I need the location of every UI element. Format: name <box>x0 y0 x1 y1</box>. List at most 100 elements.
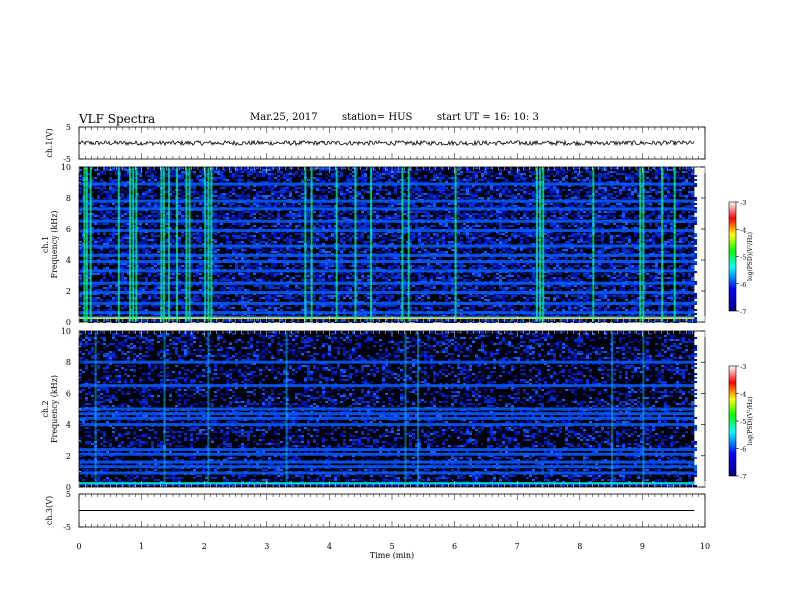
frequency-band <box>79 253 695 257</box>
spike-burst <box>167 167 170 322</box>
spike-burst <box>539 167 542 322</box>
frequency-band <box>79 260 695 264</box>
spike-burst <box>639 167 642 322</box>
frequency-band <box>79 291 695 295</box>
spike-burst <box>417 331 420 487</box>
x-tick-label: 4 <box>327 542 332 551</box>
station-label: station= HUS <box>342 112 413 123</box>
y-tick-label: 4 <box>66 421 71 430</box>
y-tick-label: 0 <box>66 318 71 327</box>
colorbar-tick-label: -6 <box>740 281 746 289</box>
frequency-band <box>79 423 695 427</box>
y-tick-label: 10 <box>61 163 71 172</box>
spike-burst <box>642 331 645 487</box>
frequency-band <box>79 465 695 469</box>
y-tick-label: -5 <box>63 155 71 164</box>
spike-burst <box>162 167 165 322</box>
colorbar-tick-label: -3 <box>740 199 746 207</box>
frequency-band <box>79 460 695 464</box>
spike-burst <box>454 167 457 322</box>
y-tick-label: 8 <box>66 358 71 367</box>
frequency-band <box>79 269 695 273</box>
y-axis-label: ch.1 <box>41 236 50 253</box>
x-tick-label: 9 <box>640 542 645 551</box>
spike-burst <box>85 167 88 322</box>
x-tick-label: 2 <box>202 542 207 551</box>
x-tick-label: 8 <box>577 542 582 551</box>
spike-burst <box>285 331 288 487</box>
x-tick-label: 5 <box>389 542 394 551</box>
x-tick-label: 10 <box>700 542 710 551</box>
spike-burst <box>89 167 92 322</box>
spike-burst <box>542 167 545 322</box>
spike-burst <box>207 331 210 487</box>
y-axis-label: Frequency (kHz) <box>50 210 59 278</box>
x-tick-label: 6 <box>452 542 457 551</box>
frequency-band <box>79 482 695 484</box>
spike-burst <box>207 167 210 322</box>
spike-burst <box>160 167 163 322</box>
y-axis-label: ch.3(V) <box>45 496 54 525</box>
y-tick-label: 10 <box>61 327 71 336</box>
frequency-band <box>79 412 695 416</box>
y-tick-label: 2 <box>66 452 71 461</box>
frequency-band <box>79 360 695 364</box>
y-tick-label: 5 <box>66 123 71 132</box>
spike-burst <box>673 167 676 322</box>
x-tick-label: 0 <box>76 542 81 551</box>
spike-burst <box>210 167 213 322</box>
frequency-band <box>79 384 695 388</box>
spike-burst <box>611 331 614 487</box>
frequency-band <box>79 219 695 223</box>
spike-burst <box>370 167 373 322</box>
spectrogram-noise <box>79 331 697 487</box>
spike-burst <box>304 167 307 322</box>
frequency-band <box>79 244 695 248</box>
spike-burst <box>94 331 97 487</box>
spike-burst <box>135 167 138 322</box>
spike-burst <box>163 331 166 487</box>
spike-burst <box>592 167 595 322</box>
frequency-band <box>79 448 695 452</box>
frequency-band <box>79 229 695 233</box>
frequency-band <box>79 416 695 420</box>
colorbar-tick-label: -5 <box>740 418 746 426</box>
spike-burst <box>117 167 120 322</box>
start-time-label: start UT = 16: 10: 3 <box>437 112 539 123</box>
frequency-band <box>79 482 695 486</box>
frequency-band <box>79 452 695 456</box>
spike-burst <box>642 167 645 322</box>
colorbar-tick-label: -3 <box>740 363 746 371</box>
y-tick-label: 8 <box>66 194 71 203</box>
spike-burst <box>129 167 132 322</box>
spike-burst <box>407 167 410 322</box>
colorbar <box>728 201 737 312</box>
frequency-band <box>79 311 695 315</box>
spike-burst <box>83 167 86 322</box>
spike-burst <box>185 167 188 322</box>
spike-burst <box>132 167 135 322</box>
colorbar-label: log(PSD)(V²/Hz) <box>747 232 754 281</box>
x-tick-label: 1 <box>139 542 144 551</box>
colorbar-tick-label: -4 <box>740 226 746 234</box>
colorbar-tick-label: -6 <box>740 446 746 454</box>
colorbar <box>728 365 737 477</box>
colorbar-label: log(PSD)(V²/Hz) <box>747 397 754 446</box>
y-tick-label: 4 <box>66 256 71 265</box>
y-axis-label: Frequency (kHz) <box>50 375 59 443</box>
frequency-band <box>79 182 695 186</box>
x-tick-label: 3 <box>264 542 269 551</box>
y-tick-label: 6 <box>66 389 71 398</box>
y-tick-label: 0 <box>66 483 71 492</box>
spike-burst <box>535 167 538 322</box>
frequency-band <box>79 207 695 211</box>
x-tick-label: 7 <box>515 542 520 551</box>
y-axis-label: ch.2 <box>41 400 50 417</box>
chart-title: VLF Spectra <box>79 112 156 126</box>
spike-burst <box>188 167 191 322</box>
frequency-band <box>79 471 695 475</box>
spike-burst <box>401 167 404 322</box>
spike-burst <box>176 167 179 322</box>
frequency-band <box>79 281 695 285</box>
y-tick-label: -5 <box>63 523 71 532</box>
